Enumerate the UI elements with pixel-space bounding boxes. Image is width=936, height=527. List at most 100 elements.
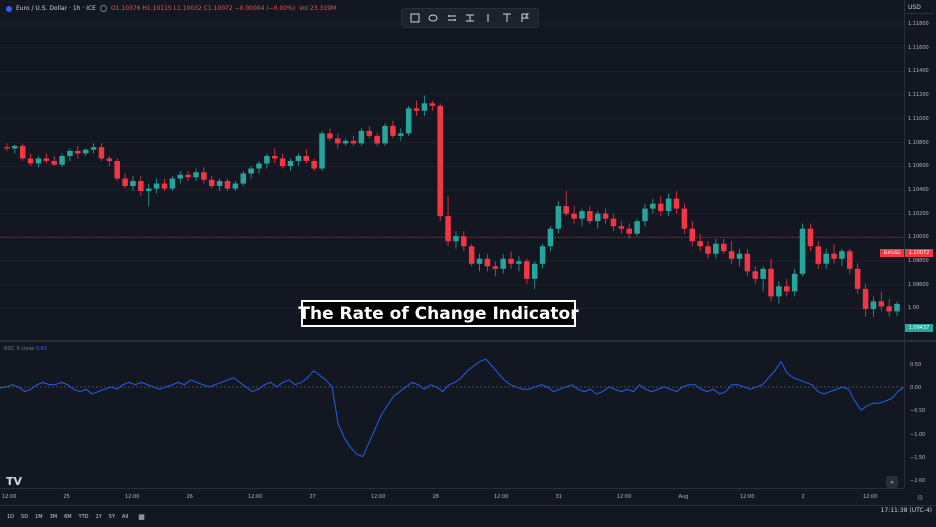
range-button-3m[interactable]: 3M [49, 513, 58, 520]
candle-body [27, 158, 34, 164]
range-button-ytd[interactable]: YTD [78, 513, 89, 520]
roc-legend: ROC 9 close 0.63 [4, 346, 47, 352]
time-tick-label: 28 [432, 494, 439, 500]
candle-body [264, 155, 270, 164]
flag-icon[interactable] [519, 13, 530, 24]
text-icon[interactable] [501, 13, 512, 24]
candle-body [453, 236, 459, 242]
candle-body [878, 301, 885, 307]
pane-separator[interactable] [0, 340, 936, 342]
ellipse-icon[interactable] [428, 13, 439, 24]
candle-body [390, 125, 396, 136]
range-button-1y[interactable]: 1Y [95, 513, 102, 520]
time-tick-label: 12:00 [617, 494, 632, 500]
candle-body [98, 147, 105, 159]
candle-body [665, 198, 672, 212]
candle-body [145, 188, 152, 192]
candle-body [224, 181, 231, 189]
bars-pattern-icon[interactable] [446, 13, 457, 24]
candle-body [468, 246, 475, 264]
gear-icon[interactable]: ⚙ [917, 494, 924, 502]
time-axis[interactable] [0, 488, 904, 505]
roc-indicator-pane[interactable] [0, 342, 904, 488]
candle-body [776, 286, 782, 297]
clock-timezone[interactable]: 17:11:38 (UTC-4) [880, 507, 932, 514]
vertical-line-icon[interactable] [483, 13, 494, 24]
candle-body [35, 158, 42, 164]
price-tick-label: 1.11800 [908, 21, 929, 27]
candle-body [405, 108, 412, 134]
candle-body [232, 183, 239, 189]
candle-body [398, 133, 404, 136]
candle-body [366, 130, 373, 136]
candle-body [248, 168, 254, 174]
time-tick-label: 27 [309, 494, 316, 500]
candle-body [106, 158, 113, 161]
tradingview-logo[interactable]: TV [6, 475, 23, 488]
measure-icon[interactable] [464, 13, 475, 24]
price-tick-label: 1.10000 [908, 234, 929, 241]
candle-body [185, 174, 191, 178]
time-tick-label: 12:00 [2, 494, 17, 500]
range-button-all[interactable]: All [122, 513, 129, 520]
candle-body [161, 183, 168, 189]
candle-body [713, 243, 719, 254]
candle-body [673, 198, 680, 209]
candle-body [138, 181, 144, 192]
candle-body [799, 228, 806, 274]
currency-divider [906, 13, 934, 14]
candle-body [744, 253, 751, 272]
price-tick-label: 1.10600 [908, 163, 929, 170]
candle-body [256, 163, 262, 169]
candle-body [90, 147, 97, 150]
candle-body [272, 155, 278, 159]
roc-tick-label: 0.50 [910, 362, 922, 368]
candle-body [886, 306, 892, 312]
candle-body [768, 268, 774, 297]
eye-icon[interactable] [99, 5, 107, 12]
price-tick-label: 1.10400 [908, 186, 929, 193]
calendar-icon[interactable]: ▦ [138, 512, 145, 521]
price-axis[interactable] [904, 0, 936, 488]
time-tick-label: 26 [186, 494, 193, 500]
time-tick-label: Aug [678, 494, 689, 500]
candle-body [807, 228, 814, 247]
range-button-6m[interactable]: 6M [64, 513, 72, 520]
candle-body [760, 268, 766, 279]
drawing-toolbar [401, 8, 539, 28]
candle-body [650, 203, 656, 209]
range-button-5y[interactable]: 5Y [108, 513, 116, 520]
range-button-1m[interactable]: 1M [35, 513, 43, 520]
time-tick-label: 12:00 [371, 494, 386, 500]
candle-body [177, 174, 183, 179]
currency-label[interactable]: USD [908, 4, 921, 11]
candle-body [524, 261, 530, 279]
candle-body [823, 253, 829, 264]
ohlc-values: O1.10376 H1.10115 L1.10032 C1.10072 −0.0… [110, 5, 296, 12]
time-tick-label: 25 [63, 494, 70, 500]
candlestick-chart[interactable] [0, 0, 904, 340]
roc-value: 0.63 [35, 346, 47, 352]
range-button-5d[interactable]: 5D [21, 513, 29, 520]
roc-tick-label: −0.50 [910, 408, 926, 415]
candle-body [610, 218, 617, 227]
candle-body [193, 172, 199, 178]
candle-body [752, 271, 759, 279]
rectangle-icon[interactable] [410, 13, 421, 24]
time-tick-label: 12:00 [248, 494, 263, 500]
candle-body [350, 140, 357, 144]
candle-body [43, 158, 50, 161]
candle-body [831, 253, 837, 259]
candle-body [784, 286, 790, 292]
candle-body [130, 181, 136, 187]
price-tick-label: 1.09800 [908, 258, 929, 264]
range-button-1d[interactable]: 1D [7, 513, 15, 520]
candle-body [547, 228, 554, 247]
candle-body [67, 150, 73, 156]
time-tick-label: 12:00 [494, 494, 509, 500]
roc-label[interactable]: ROC 9 close [4, 346, 35, 352]
time-tick-label: 31 [555, 494, 562, 500]
roc-tick-label: −2.00 [910, 478, 926, 484]
symbol-title[interactable]: Euro / U.S. Dollar · 1h · ICE [16, 5, 96, 12]
scroll-right-button[interactable]: » [886, 476, 898, 488]
